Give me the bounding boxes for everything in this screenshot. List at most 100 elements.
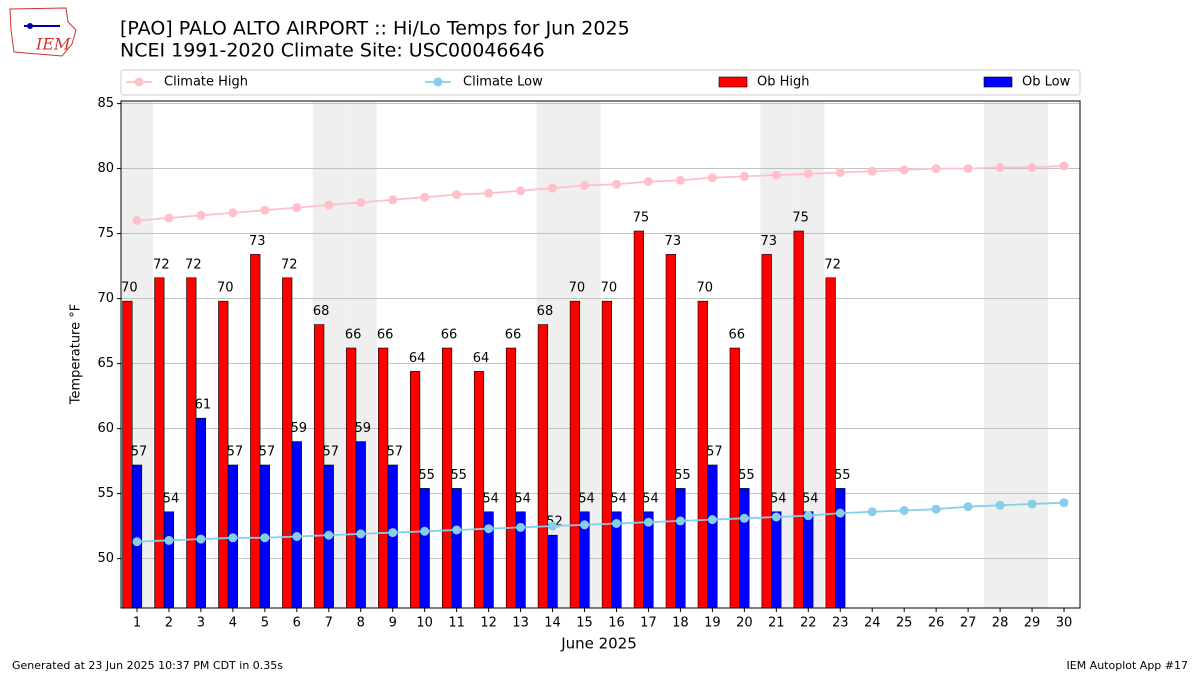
point <box>260 533 270 543</box>
point <box>675 516 685 526</box>
point <box>228 208 238 218</box>
x-tick-label: 6 <box>293 616 301 631</box>
y-tick-label: 60 <box>97 421 114 436</box>
legend-box <box>120 69 1081 96</box>
point <box>420 192 430 202</box>
data-label: 66 <box>505 328 522 343</box>
point <box>611 519 621 528</box>
data-label: 70 <box>569 281 586 296</box>
x-tick-label: 13 <box>512 616 529 631</box>
x-tick-label: 2 <box>165 616 173 631</box>
data-label: 70 <box>697 281 714 296</box>
data-label: 70 <box>121 281 138 296</box>
y-tick-label: 65 <box>97 356 114 371</box>
logo: IEM <box>9 7 77 57</box>
bar <box>569 300 581 609</box>
data-label: 72 <box>824 257 841 272</box>
data-label: 57 <box>706 445 723 460</box>
x-tick-label: 7 <box>325 616 333 631</box>
x-tick-label: 25 <box>896 616 913 631</box>
x-tick-label: 3 <box>197 616 205 631</box>
weekend-shade <box>1016 101 1049 608</box>
point <box>931 504 941 514</box>
logo-text: IEM <box>35 35 71 54</box>
data-label: 57 <box>323 445 340 460</box>
point <box>164 535 174 545</box>
bar <box>163 511 175 609</box>
data-label: 68 <box>313 304 330 319</box>
point <box>516 522 526 532</box>
data-label: 57 <box>259 445 276 460</box>
data-label: 54 <box>514 491 531 506</box>
point <box>803 511 813 521</box>
line <box>136 165 1065 222</box>
x-tick-label: 15 <box>576 616 593 631</box>
bar <box>761 254 772 609</box>
bar <box>282 277 293 609</box>
bar <box>835 488 846 609</box>
data-label: 57 <box>227 445 244 460</box>
point <box>1027 499 1037 509</box>
data-label: 66 <box>728 328 745 343</box>
point <box>899 506 909 515</box>
x-tick-label: 29 <box>1024 616 1041 631</box>
y-tick-label: 85 <box>97 96 114 111</box>
x-tick-label: 9 <box>389 616 397 631</box>
x-tick-label: 4 <box>229 616 237 631</box>
bar <box>473 371 485 609</box>
point <box>675 175 685 185</box>
x-tick-label: 16 <box>608 616 625 631</box>
y-tick-label: 50 <box>97 551 114 566</box>
x-tick-label: 20 <box>736 616 753 631</box>
bar <box>633 230 644 609</box>
data-label: 55 <box>418 468 435 483</box>
point <box>356 197 366 207</box>
legend-label: Climate Low <box>463 75 543 90</box>
point <box>835 508 845 518</box>
x-tick-label: 11 <box>448 616 465 631</box>
data-label: 73 <box>249 234 266 249</box>
data-label: 68 <box>537 304 554 319</box>
point <box>643 177 653 187</box>
data-label: 54 <box>482 491 499 506</box>
x-tick-label: 1 <box>133 616 141 631</box>
data-label: 55 <box>674 468 691 483</box>
data-label: 73 <box>665 234 682 249</box>
weekend-shade <box>984 101 1017 608</box>
point <box>292 203 302 213</box>
bar <box>739 488 750 609</box>
data-label: 54 <box>163 491 180 506</box>
data-label: 64 <box>409 351 426 366</box>
x-tick-label: 22 <box>800 616 817 631</box>
data-label: 55 <box>834 468 851 483</box>
point <box>228 533 238 543</box>
point <box>1059 498 1069 508</box>
chart-title: [PAO] PALO ALTO AIRPORT :: Hi/Lo Temps f… <box>120 18 630 40</box>
x-tick-label: 23 <box>832 616 849 631</box>
point <box>260 205 270 215</box>
point <box>707 515 717 525</box>
legend-label: Ob Low <box>1022 75 1071 90</box>
data-label: 55 <box>450 468 467 483</box>
bar <box>314 324 325 609</box>
point <box>516 186 526 196</box>
data-label: 57 <box>131 445 148 460</box>
line <box>136 501 1065 543</box>
data-label: 72 <box>185 257 202 272</box>
bar <box>195 417 207 609</box>
point <box>867 166 877 176</box>
data-label: 59 <box>291 421 308 436</box>
x-tick-label: 26 <box>928 616 945 631</box>
point <box>388 195 398 205</box>
point <box>707 173 717 183</box>
x-tick-label: 21 <box>768 616 785 631</box>
point <box>1027 162 1037 172</box>
point <box>548 521 558 531</box>
data-label: 59 <box>354 421 371 436</box>
data-label: 64 <box>473 351 490 366</box>
point <box>995 500 1005 510</box>
x-tick-label: 10 <box>416 616 433 631</box>
legend-swatch <box>718 76 748 88</box>
legend-marker <box>134 77 144 87</box>
